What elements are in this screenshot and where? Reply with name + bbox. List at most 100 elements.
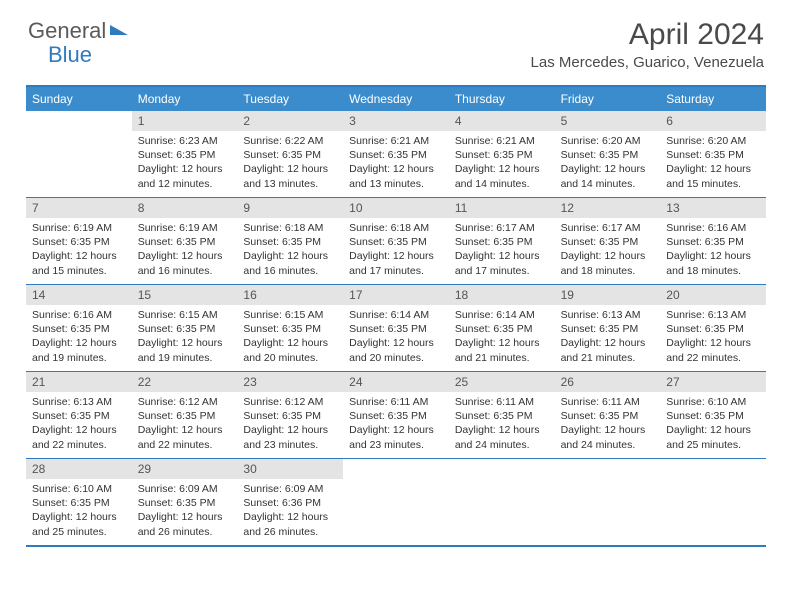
week-row: 21Sunrise: 6:13 AMSunset: 6:35 PMDayligh…: [26, 371, 766, 458]
day-info: Sunrise: 6:15 AMSunset: 6:35 PMDaylight:…: [237, 305, 343, 369]
day-number: 12: [555, 198, 661, 218]
day-number: 28: [26, 459, 132, 479]
day-cell: 23Sunrise: 6:12 AMSunset: 6:35 PMDayligh…: [237, 372, 343, 458]
day-cell: 30Sunrise: 6:09 AMSunset: 6:36 PMDayligh…: [237, 459, 343, 545]
day-number: 7: [26, 198, 132, 218]
day-cell: 7Sunrise: 6:19 AMSunset: 6:35 PMDaylight…: [26, 198, 132, 284]
day-cell: 20Sunrise: 6:13 AMSunset: 6:35 PMDayligh…: [660, 285, 766, 371]
day-cell: [449, 459, 555, 545]
day-info: Sunrise: 6:17 AMSunset: 6:35 PMDaylight:…: [555, 218, 661, 282]
day-cell: 16Sunrise: 6:15 AMSunset: 6:35 PMDayligh…: [237, 285, 343, 371]
day-info: Sunrise: 6:11 AMSunset: 6:35 PMDaylight:…: [449, 392, 555, 456]
day-cell: 12Sunrise: 6:17 AMSunset: 6:35 PMDayligh…: [555, 198, 661, 284]
location-text: Las Mercedes, Guarico, Venezuela: [531, 54, 764, 71]
day-info: Sunrise: 6:18 AMSunset: 6:35 PMDaylight:…: [343, 218, 449, 282]
day-cell: 5Sunrise: 6:20 AMSunset: 6:35 PMDaylight…: [555, 111, 661, 197]
day-number: 2: [237, 111, 343, 131]
day-number: [660, 459, 766, 479]
day-info: Sunrise: 6:13 AMSunset: 6:35 PMDaylight:…: [555, 305, 661, 369]
day-number: 29: [132, 459, 238, 479]
day-cell: [555, 459, 661, 545]
day-number: 1: [132, 111, 238, 131]
day-info: Sunrise: 6:14 AMSunset: 6:35 PMDaylight:…: [343, 305, 449, 369]
day-number: [555, 459, 661, 479]
dow-wed: Wednesday: [343, 87, 449, 111]
day-info: Sunrise: 6:10 AMSunset: 6:35 PMDaylight:…: [26, 479, 132, 543]
day-number: 30: [237, 459, 343, 479]
dow-thu: Thursday: [449, 87, 555, 111]
day-cell: 9Sunrise: 6:18 AMSunset: 6:35 PMDaylight…: [237, 198, 343, 284]
day-cell: 14Sunrise: 6:16 AMSunset: 6:35 PMDayligh…: [26, 285, 132, 371]
day-info: Sunrise: 6:09 AMSunset: 6:36 PMDaylight:…: [237, 479, 343, 543]
calendar: Sunday Monday Tuesday Wednesday Thursday…: [26, 85, 766, 547]
dow-sun: Sunday: [26, 87, 132, 111]
day-info: Sunrise: 6:16 AMSunset: 6:35 PMDaylight:…: [660, 218, 766, 282]
day-cell: 21Sunrise: 6:13 AMSunset: 6:35 PMDayligh…: [26, 372, 132, 458]
day-number: 8: [132, 198, 238, 218]
day-number: 27: [660, 372, 766, 392]
day-number: 13: [660, 198, 766, 218]
logo-text-1: General: [28, 18, 106, 44]
day-info: Sunrise: 6:12 AMSunset: 6:35 PMDaylight:…: [237, 392, 343, 456]
day-info: Sunrise: 6:14 AMSunset: 6:35 PMDaylight:…: [449, 305, 555, 369]
day-number: 22: [132, 372, 238, 392]
day-number: 3: [343, 111, 449, 131]
day-cell: 6Sunrise: 6:20 AMSunset: 6:35 PMDaylight…: [660, 111, 766, 197]
week-row: 1Sunrise: 6:23 AMSunset: 6:35 PMDaylight…: [26, 111, 766, 197]
day-info: Sunrise: 6:18 AMSunset: 6:35 PMDaylight:…: [237, 218, 343, 282]
day-cell: 4Sunrise: 6:21 AMSunset: 6:35 PMDaylight…: [449, 111, 555, 197]
day-cell: 17Sunrise: 6:14 AMSunset: 6:35 PMDayligh…: [343, 285, 449, 371]
day-cell: 25Sunrise: 6:11 AMSunset: 6:35 PMDayligh…: [449, 372, 555, 458]
day-number: 21: [26, 372, 132, 392]
day-info: Sunrise: 6:09 AMSunset: 6:35 PMDaylight:…: [132, 479, 238, 543]
day-number: 9: [237, 198, 343, 218]
day-number: 11: [449, 198, 555, 218]
day-info: Sunrise: 6:11 AMSunset: 6:35 PMDaylight:…: [555, 392, 661, 456]
day-cell: 18Sunrise: 6:14 AMSunset: 6:35 PMDayligh…: [449, 285, 555, 371]
day-cell: 8Sunrise: 6:19 AMSunset: 6:35 PMDaylight…: [132, 198, 238, 284]
day-number: 17: [343, 285, 449, 305]
logo-text-2: Blue: [48, 42, 92, 68]
day-info: Sunrise: 6:21 AMSunset: 6:35 PMDaylight:…: [449, 131, 555, 195]
dow-row: Sunday Monday Tuesday Wednesday Thursday…: [26, 87, 766, 111]
day-info: Sunrise: 6:20 AMSunset: 6:35 PMDaylight:…: [660, 131, 766, 195]
day-number: 16: [237, 285, 343, 305]
day-info: Sunrise: 6:12 AMSunset: 6:35 PMDaylight:…: [132, 392, 238, 456]
day-number: 20: [660, 285, 766, 305]
day-cell: 29Sunrise: 6:09 AMSunset: 6:35 PMDayligh…: [132, 459, 238, 545]
dow-tue: Tuesday: [237, 87, 343, 111]
day-number: 10: [343, 198, 449, 218]
day-number: [449, 459, 555, 479]
dow-fri: Friday: [555, 87, 661, 111]
day-number: 15: [132, 285, 238, 305]
week-row: 14Sunrise: 6:16 AMSunset: 6:35 PMDayligh…: [26, 284, 766, 371]
day-info: Sunrise: 6:22 AMSunset: 6:35 PMDaylight:…: [237, 131, 343, 195]
day-cell: 10Sunrise: 6:18 AMSunset: 6:35 PMDayligh…: [343, 198, 449, 284]
logo: General: [28, 18, 128, 44]
page-title: April 2024: [531, 18, 764, 52]
day-cell: 3Sunrise: 6:21 AMSunset: 6:35 PMDaylight…: [343, 111, 449, 197]
day-info: Sunrise: 6:16 AMSunset: 6:35 PMDaylight:…: [26, 305, 132, 369]
day-number: 6: [660, 111, 766, 131]
day-info: Sunrise: 6:23 AMSunset: 6:35 PMDaylight:…: [132, 131, 238, 195]
day-cell: 19Sunrise: 6:13 AMSunset: 6:35 PMDayligh…: [555, 285, 661, 371]
day-cell: [343, 459, 449, 545]
day-number: [26, 111, 132, 131]
day-number: [343, 459, 449, 479]
day-cell: 2Sunrise: 6:22 AMSunset: 6:35 PMDaylight…: [237, 111, 343, 197]
day-cell: 26Sunrise: 6:11 AMSunset: 6:35 PMDayligh…: [555, 372, 661, 458]
day-number: 26: [555, 372, 661, 392]
day-info: Sunrise: 6:21 AMSunset: 6:35 PMDaylight:…: [343, 131, 449, 195]
day-cell: [660, 459, 766, 545]
day-cell: 22Sunrise: 6:12 AMSunset: 6:35 PMDayligh…: [132, 372, 238, 458]
header: General April 2024 Las Mercedes, Guarico…: [0, 0, 792, 79]
day-number: 5: [555, 111, 661, 131]
day-info: Sunrise: 6:15 AMSunset: 6:35 PMDaylight:…: [132, 305, 238, 369]
dow-sat: Saturday: [660, 87, 766, 111]
day-number: 19: [555, 285, 661, 305]
day-number: 25: [449, 372, 555, 392]
day-number: 24: [343, 372, 449, 392]
day-info: Sunrise: 6:13 AMSunset: 6:35 PMDaylight:…: [26, 392, 132, 456]
day-cell: 13Sunrise: 6:16 AMSunset: 6:35 PMDayligh…: [660, 198, 766, 284]
day-info: Sunrise: 6:13 AMSunset: 6:35 PMDaylight:…: [660, 305, 766, 369]
